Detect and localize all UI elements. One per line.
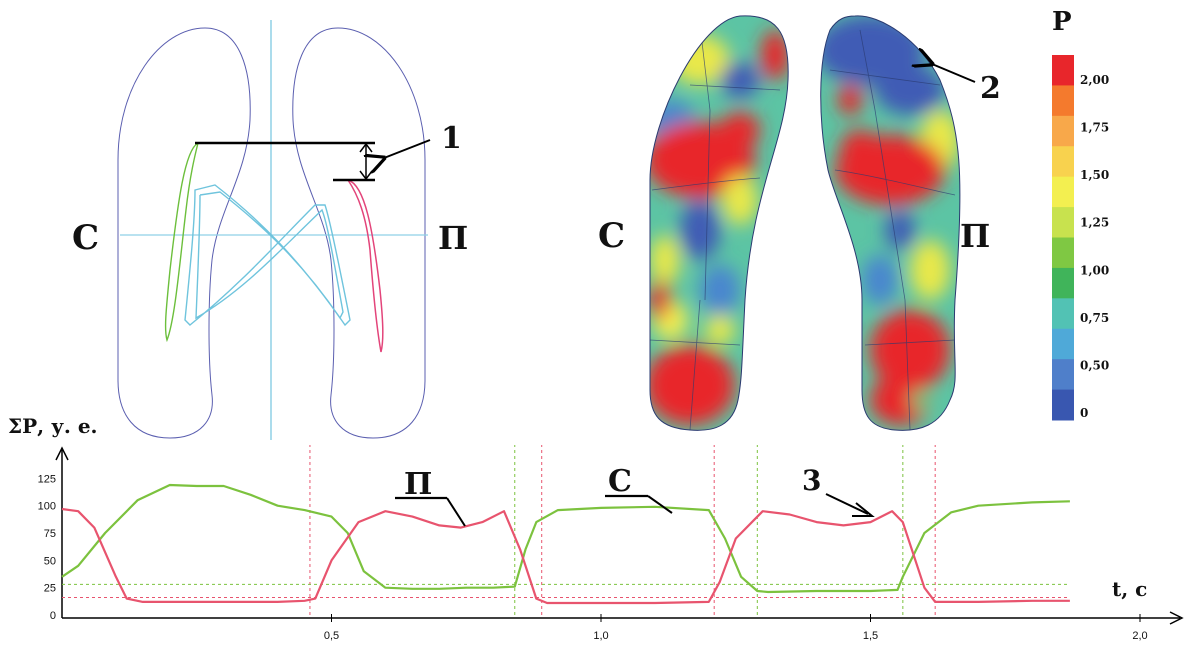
x-axis-arrow xyxy=(1169,611,1184,625)
colorbar-segment xyxy=(1052,359,1074,391)
colorbar-title: P xyxy=(1052,7,1072,37)
series-label-left: С xyxy=(608,464,632,499)
colorbar-segment xyxy=(1052,115,1074,147)
y-tick-label: 50 xyxy=(44,555,56,567)
annotation-2-arrow xyxy=(932,64,976,83)
annotation-3-arrow xyxy=(825,493,869,515)
series-label-leader xyxy=(446,497,466,527)
trajectory-label-left: С xyxy=(72,218,99,258)
left-foot-outline xyxy=(117,27,251,439)
x-tick-label: 2,0 xyxy=(1132,630,1147,642)
right-foot-pressure-map xyxy=(820,15,960,431)
trajectory-label-right: П xyxy=(438,219,468,257)
right-foot-map-outline xyxy=(820,15,961,431)
series-line-left xyxy=(61,483,1070,594)
pressure-map-panel: 2 С П P 2,00 1,75 1,50 1,25 1,00 0,75 0,50 0 xyxy=(598,7,1109,431)
y-axis-arrow xyxy=(55,446,69,461)
series-label-leader xyxy=(647,495,673,514)
colorbar-segment xyxy=(1052,237,1074,269)
x-tick-label: 0,5 xyxy=(324,630,339,642)
colorbar-tick-label: 0,50 xyxy=(1080,358,1109,372)
y-tick-label: 0 xyxy=(50,610,56,622)
annotation-2: 2 xyxy=(980,71,1001,106)
colorbar-tick-label: 2,00 xyxy=(1080,73,1109,87)
left-foot-pressure-map xyxy=(650,15,789,431)
colorbar-tick-label: 1,00 xyxy=(1080,263,1109,277)
annotation-1-arrow xyxy=(384,139,431,158)
right-cop-trajectory xyxy=(347,179,384,353)
map-label-left: С xyxy=(598,216,625,256)
colorbar-tick-label: 0,75 xyxy=(1080,311,1109,325)
y-tick-label: 75 xyxy=(44,528,56,540)
crossing-trajectory xyxy=(184,184,351,327)
annotation-3-arrowhead xyxy=(852,502,875,517)
y-tick-label: 125 xyxy=(38,473,56,485)
x-axis-label: t, c xyxy=(1112,577,1147,601)
colorbar: 2,00 1,75 1,50 1,25 1,00 0,75 0,50 0 xyxy=(1052,55,1109,421)
left-foot-map-outline xyxy=(649,15,789,431)
colorbar-segment xyxy=(1052,146,1074,178)
colorbar-segment xyxy=(1052,328,1074,360)
y-tick-label: 25 xyxy=(44,583,56,595)
colorbar-tick-label: 1,75 xyxy=(1080,121,1109,135)
colorbar-segment xyxy=(1052,176,1074,208)
series-line-right xyxy=(61,507,1070,605)
x-tick-label: 1,0 xyxy=(593,630,608,642)
trajectory-panel: 1 С П xyxy=(72,20,468,440)
series-label-right: П xyxy=(404,467,432,502)
colorbar-tick-label: 1,50 xyxy=(1080,168,1109,182)
x-tick-label: 1,5 xyxy=(863,630,878,642)
colorbar-segment xyxy=(1052,85,1074,117)
colorbar-segment xyxy=(1052,267,1074,299)
colorbar-segment xyxy=(1052,389,1074,421)
annotation-1: 1 xyxy=(441,121,462,156)
left-cop-trajectory xyxy=(164,142,199,343)
y-axis-label: ΣР, у. е. xyxy=(8,414,98,438)
annotation-3: 3 xyxy=(802,464,821,497)
colorbar-tick-label: 1,25 xyxy=(1080,216,1109,230)
colorbar-segment xyxy=(1052,55,1074,86)
pressure-time-chart: 0 25 50 75 100 125 0,5 1,0 1,5 2,0 ΣР, у. е. t, c П С… xyxy=(8,414,1184,642)
y-tick-label: 100 xyxy=(38,501,56,513)
colorbar-segment xyxy=(1052,298,1074,330)
right-foot-outline xyxy=(292,27,426,439)
map-label-right: П xyxy=(960,217,990,255)
colorbar-tick-label: 0 xyxy=(1080,406,1088,420)
colorbar-segment xyxy=(1052,207,1074,238)
